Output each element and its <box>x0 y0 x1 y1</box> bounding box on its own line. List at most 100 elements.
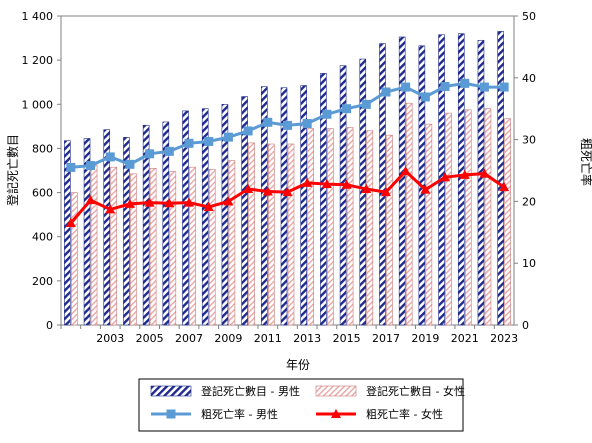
point-rate-female-2023 <box>499 182 510 192</box>
legend-swatch-female-deaths <box>315 385 357 397</box>
point-rate-male-2006 <box>164 146 174 156</box>
legend-marker-male-rate <box>166 409 176 419</box>
bar-female-2020 <box>445 112 452 326</box>
y-left-tick-label: 1 200 <box>22 54 54 67</box>
bar-male-2014 <box>320 73 327 326</box>
x-tick-label: 2007 <box>175 332 203 345</box>
bar-female-2007 <box>189 166 196 326</box>
bar-female-2006 <box>169 171 177 326</box>
point-rate-female-2001 <box>65 218 76 228</box>
point-rate-female-2009 <box>223 196 234 206</box>
bar-male-2001 <box>64 140 71 326</box>
point-rate-male-2014 <box>322 109 332 119</box>
bar-male-2013 <box>300 85 307 326</box>
x-tick-label: 2009 <box>214 332 242 345</box>
point-rate-male-2005 <box>145 149 155 159</box>
y-right-tick-label: 30 <box>522 134 536 147</box>
y-right-tick-label: 0 <box>522 319 529 332</box>
point-rate-male-2007 <box>184 138 194 148</box>
x-tick-label: 2011 <box>254 332 282 345</box>
bar-male-2010 <box>241 96 248 326</box>
point-rate-female-2016 <box>361 184 372 194</box>
point-rate-female-2020 <box>440 172 451 182</box>
legend-box <box>138 378 464 432</box>
point-rate-female-2021 <box>459 169 470 179</box>
point-rate-male-2004 <box>125 159 135 169</box>
bar-female-2015 <box>346 127 354 326</box>
y-left-tick-label: 200 <box>32 275 53 288</box>
bar-male-2004 <box>123 137 130 326</box>
point-rate-male-2019 <box>420 92 430 102</box>
point-rate-female-2004 <box>124 198 135 208</box>
bar-male-2012 <box>280 87 288 326</box>
legend-label-female-deaths: 登記死亡數目 - 女性 <box>366 384 465 398</box>
point-rate-female-2013 <box>302 177 313 187</box>
bar-female-2010 <box>248 142 255 326</box>
point-rate-female-2017 <box>380 187 391 197</box>
x-tick-label: 2003 <box>96 332 124 345</box>
bar-female-2023 <box>504 118 511 326</box>
bar-female-2012 <box>287 143 295 326</box>
bar-male-2023 <box>497 31 504 326</box>
point-rate-female-2002 <box>85 195 96 205</box>
x-tick-label: 2023 <box>490 332 518 345</box>
bar-male-2018 <box>398 36 406 326</box>
bar-female-2022 <box>484 108 492 326</box>
bar-male-2008 <box>201 108 209 326</box>
bar-female-2003 <box>110 166 118 326</box>
bar-male-2011 <box>261 86 268 326</box>
x-tick-label: 2021 <box>451 332 479 345</box>
bar-male-2009 <box>221 103 229 326</box>
x-tick-label: 2005 <box>136 332 164 345</box>
point-rate-male-2002 <box>86 161 96 171</box>
bar-male-2006 <box>162 121 170 326</box>
point-rate-female-2007 <box>184 197 195 207</box>
y-right-tick-label: 40 <box>522 72 536 85</box>
legend-marker-female-rate <box>331 409 341 418</box>
bar-female-2009 <box>228 160 236 326</box>
bar-male-2022 <box>477 39 485 326</box>
point-rate-female-2014 <box>321 179 332 189</box>
bar-female-2016 <box>366 130 374 326</box>
bar-female-2004 <box>130 173 137 326</box>
x-tick-label: 2013 <box>293 332 321 345</box>
point-rate-male-2023 <box>499 82 509 92</box>
legend-label-female-rate: 粗死亡率 - 女性 <box>366 407 443 421</box>
point-rate-male-2020 <box>440 81 450 91</box>
y-left-tick-label: 1 400 <box>22 10 54 23</box>
point-rate-male-2012 <box>283 120 292 130</box>
bar-female-2017 <box>386 134 393 326</box>
y-left-tick-label: 600 <box>32 187 53 200</box>
point-rate-female-2018 <box>400 166 411 176</box>
point-rate-male-2017 <box>381 87 391 97</box>
bar-male-2003 <box>103 129 111 326</box>
bar-male-2021 <box>457 33 465 326</box>
point-rate-male-2001 <box>66 162 76 172</box>
y-right-tick-label: 10 <box>522 257 536 270</box>
point-rate-male-2018 <box>401 82 411 92</box>
y-left-tick-label: 800 <box>32 142 53 155</box>
y-left-tick-label: 1 000 <box>22 98 54 111</box>
bar-male-2002 <box>83 138 91 326</box>
point-rate-female-2012 <box>282 187 293 197</box>
y-left-tick-label: 0 <box>46 319 53 332</box>
point-rate-female-2008 <box>203 201 214 211</box>
point-rate-male-2016 <box>361 99 371 109</box>
x-tick-label: 2017 <box>372 332 400 345</box>
bars <box>64 31 511 326</box>
x-tick-label: 2019 <box>411 332 439 345</box>
point-rate-female-2003 <box>105 204 116 214</box>
bar-male-2015 <box>339 65 347 326</box>
bar-female-2013 <box>307 128 314 326</box>
bar-male-2017 <box>379 43 386 326</box>
point-rate-female-2015 <box>341 179 352 189</box>
bar-female-2008 <box>208 169 216 326</box>
point-rate-female-2022 <box>479 168 490 178</box>
point-rate-male-2021 <box>460 78 470 88</box>
x-tick-label: 2015 <box>333 332 361 345</box>
bar-female-2014 <box>327 128 334 326</box>
legend-label-male-rate: 粗死亡率 - 男性 <box>201 407 278 421</box>
bar-female-2021 <box>464 109 472 326</box>
bar-male-2007 <box>182 110 189 326</box>
